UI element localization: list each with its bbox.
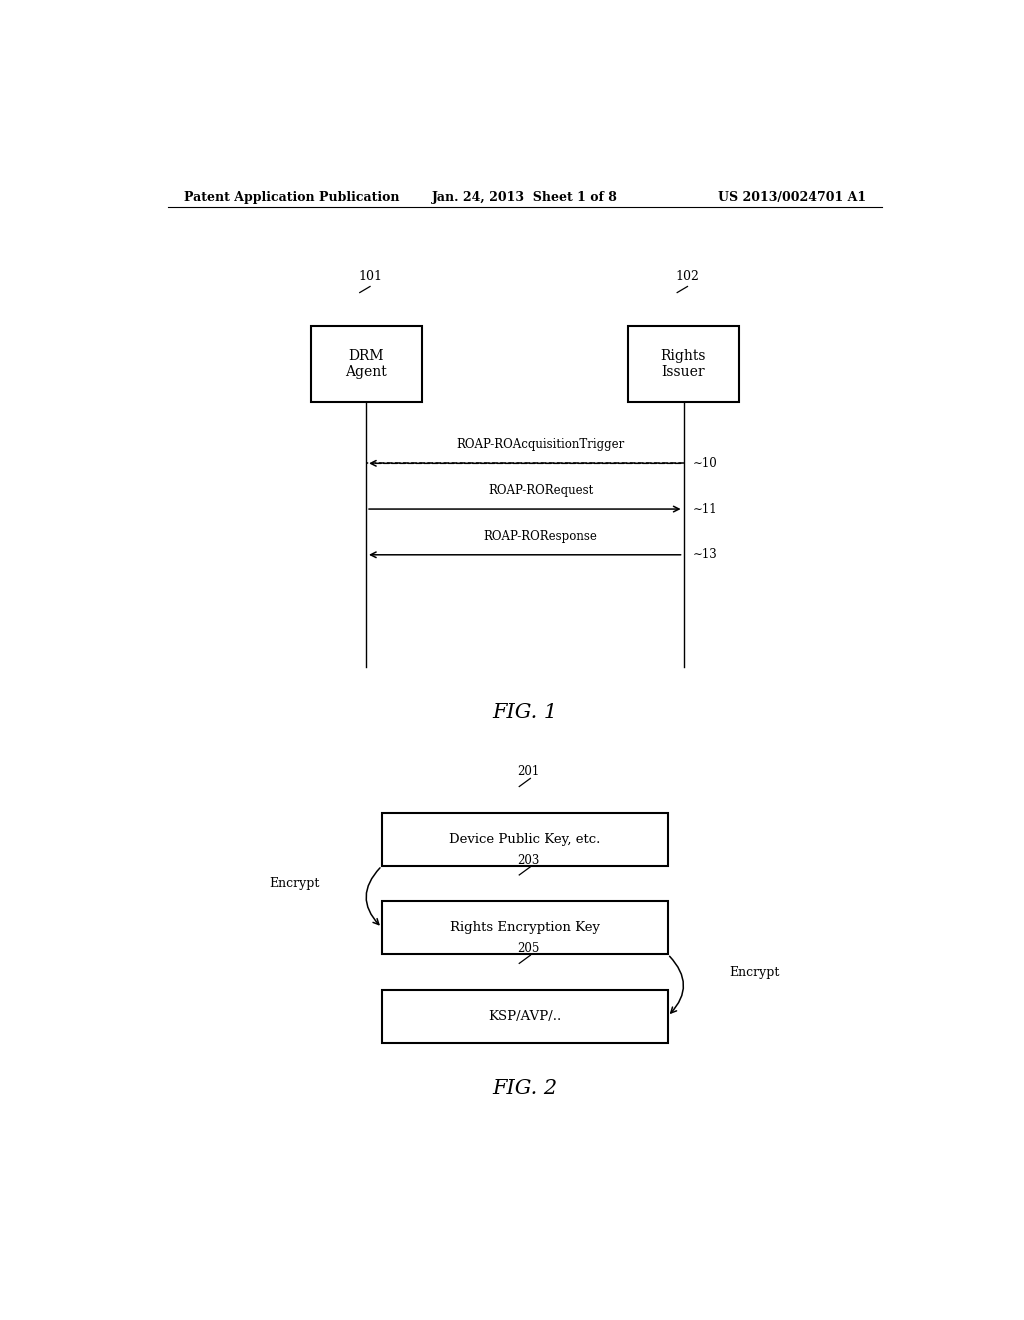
Text: FIG. 1: FIG. 1 [493, 702, 557, 722]
Text: KSP/AVP/..: KSP/AVP/.. [488, 1010, 561, 1023]
Text: ROAP-ROAcquisitionTrigger: ROAP-ROAcquisitionTrigger [457, 438, 625, 451]
Text: Jan. 24, 2013  Sheet 1 of 8: Jan. 24, 2013 Sheet 1 of 8 [432, 190, 617, 203]
Text: Encrypt: Encrypt [730, 965, 780, 978]
Text: Rights
Issuer: Rights Issuer [660, 348, 707, 379]
Text: ∼11: ∼11 [693, 503, 718, 516]
FancyBboxPatch shape [382, 813, 668, 866]
Text: ∼10: ∼10 [693, 457, 718, 470]
Text: US 2013/0024701 A1: US 2013/0024701 A1 [718, 190, 866, 203]
Text: Device Public Key, etc.: Device Public Key, etc. [450, 833, 600, 846]
FancyBboxPatch shape [382, 902, 668, 954]
Text: Patent Application Publication: Patent Application Publication [183, 190, 399, 203]
Text: 203: 203 [517, 854, 540, 867]
FancyBboxPatch shape [628, 326, 739, 403]
Text: FIG. 2: FIG. 2 [493, 1078, 557, 1098]
Text: 102: 102 [676, 271, 699, 284]
Text: 201: 201 [518, 766, 540, 779]
Text: 205: 205 [517, 942, 540, 956]
Text: ∼13: ∼13 [693, 548, 718, 561]
FancyBboxPatch shape [310, 326, 422, 403]
Text: ROAP-RORequest: ROAP-RORequest [488, 484, 593, 496]
Text: Rights Encryption Key: Rights Encryption Key [450, 921, 600, 935]
Text: Encrypt: Encrypt [269, 876, 319, 890]
Text: DRM
Agent: DRM Agent [345, 348, 387, 379]
Text: 101: 101 [358, 271, 382, 284]
Text: ROAP-ROResponse: ROAP-ROResponse [483, 529, 598, 543]
FancyBboxPatch shape [382, 990, 668, 1043]
